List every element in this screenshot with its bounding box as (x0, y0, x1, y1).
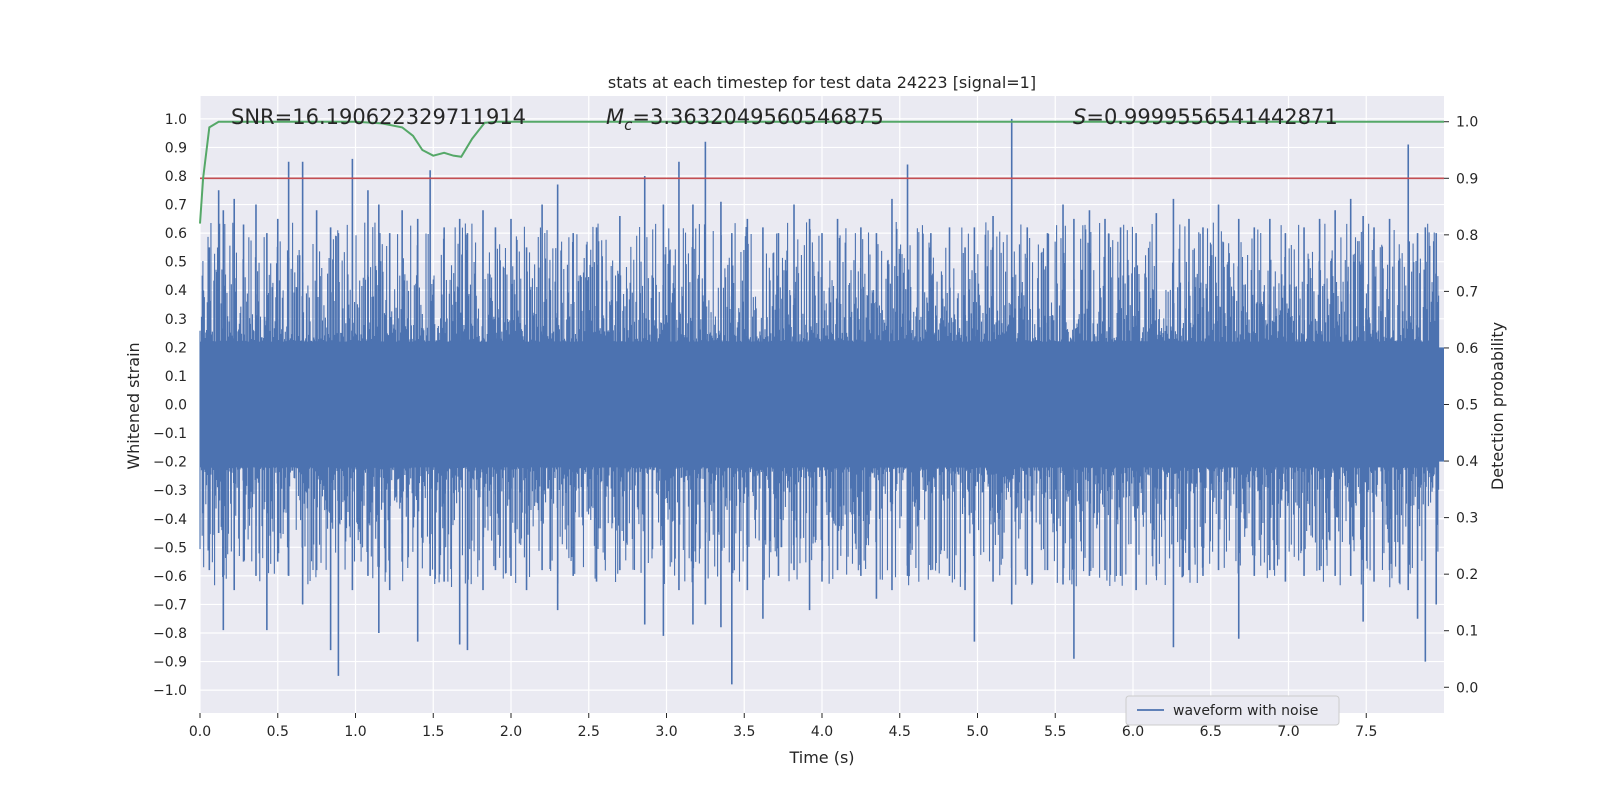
y-right-tick-label: 0.2 (1456, 567, 1478, 583)
y-left-tick-label: 0.8 (165, 169, 187, 185)
y-left-tick-label: −0.6 (153, 569, 187, 585)
x-tick-label: 3.5 (733, 724, 755, 740)
chirp-mass-annotation: Mc=3.3632049560546875 (606, 105, 884, 134)
mc-value: =3.3632049560546875 (632, 105, 883, 129)
x-tick-label: 4.5 (889, 724, 911, 740)
y-right-tick-label: 0.8 (1456, 228, 1478, 244)
chart-title: stats at each timestep for test data 242… (608, 73, 1036, 92)
x-tick-label: 0.0 (189, 724, 211, 740)
y-left-axis-label: Whitened strain (124, 342, 143, 469)
y-right-tick-label: 0.9 (1456, 171, 1478, 187)
y-right-tick-label: 0.4 (1456, 454, 1478, 470)
mc-subscript: c (624, 116, 633, 134)
y-left-tick-label: 0.0 (165, 398, 187, 414)
y-right-tick-labels: 1.0 0.9 0.8 0.7 0.6 0.5 0.4 0.3 0.2 0.1 0.0 (1444, 115, 1478, 696)
mc-symbol: M (606, 105, 624, 129)
y-left-tick-label: −1.0 (153, 683, 187, 699)
x-tick-label: 6.0 (1122, 724, 1144, 740)
y-right-tick-label: 0.1 (1456, 624, 1478, 640)
y-left-tick-label: −0.5 (153, 540, 187, 556)
y-left-tick-label: 0.9 (165, 140, 187, 156)
x-tick-label: 2.0 (500, 724, 522, 740)
waveform-series (199, 118, 1444, 685)
y-left-tick-label: −0.7 (153, 597, 187, 613)
y-right-tick-label: 1.0 (1456, 115, 1478, 131)
y-left-tick-labels: 1.0 0.9 0.8 0.7 0.6 0.5 0.4 0.3 0.2 0.1 0.0 −0.1 −0.… (153, 112, 187, 699)
y-right-tick-label: 0.5 (1456, 398, 1478, 414)
y-left-tick-label: 0.2 (165, 340, 187, 356)
probability-line (199, 120, 1444, 224)
y-left-tick-label: 0.7 (165, 198, 187, 214)
y-left-tick-label: 1.0 (165, 112, 187, 128)
legend-label: waveform with noise (1173, 703, 1318, 719)
y-right-tick-label: 0.3 (1456, 511, 1478, 527)
probability-series (199, 120, 1444, 224)
y-right-tick-label: 0.7 (1456, 284, 1478, 300)
y-left-tick-label: −0.3 (153, 483, 187, 499)
legend: waveform with noise (1125, 695, 1340, 726)
x-tick-label: 0.5 (267, 724, 289, 740)
y-left-tick-label: −0.9 (153, 655, 187, 671)
legend-box (1125, 695, 1340, 726)
x-tick-label: 7.0 (1277, 724, 1299, 740)
x-tick-label: 1.5 (422, 724, 444, 740)
y-right-tick-label: 0.6 (1456, 341, 1478, 357)
y-left-tick-label: 0.3 (165, 312, 187, 328)
y-right-axis-label: Detection probability (1488, 322, 1507, 490)
y-left-tick-label: 0.1 (165, 369, 187, 385)
x-tick-label: 5.5 (1044, 724, 1066, 740)
spin-annotation: S=0.9999556541442871 (1073, 105, 1338, 129)
s-value: =0.9999556541442871 (1086, 105, 1337, 129)
y-right-tick-label: 0.0 (1456, 680, 1478, 696)
y-left-tick-label: −0.4 (153, 512, 187, 528)
snr-annotation: SNR=16.190622329711914 (231, 105, 526, 129)
x-tick-label: 4.0 (811, 724, 833, 740)
y-left-tick-label: −0.8 (153, 626, 187, 642)
x-tick-label: 1.0 (344, 724, 366, 740)
x-tick-labels: 0.0 0.5 1.0 1.5 2.0 2.5 3.0 3.5 4.0 4.5 5.0 5.5 6.0 6… (189, 713, 1377, 740)
x-tick-label: 3.0 (655, 724, 677, 740)
x-tick-label: 2.5 (578, 724, 600, 740)
x-tick-label: 5.0 (966, 724, 988, 740)
x-axis-label: Time (s) (788, 748, 854, 767)
y-left-tick-label: 0.5 (165, 255, 187, 271)
waveform-noise (199, 222, 1440, 588)
x-tick-label: 6.5 (1200, 724, 1222, 740)
s-symbol: S (1073, 105, 1086, 129)
x-tick-label: 7.5 (1355, 724, 1377, 740)
y-left-tick-label: 0.6 (165, 226, 187, 242)
y-left-tick-label: −0.2 (153, 455, 187, 471)
y-left-tick-label: 0.4 (165, 283, 187, 299)
y-left-tick-label: −0.1 (153, 426, 187, 442)
